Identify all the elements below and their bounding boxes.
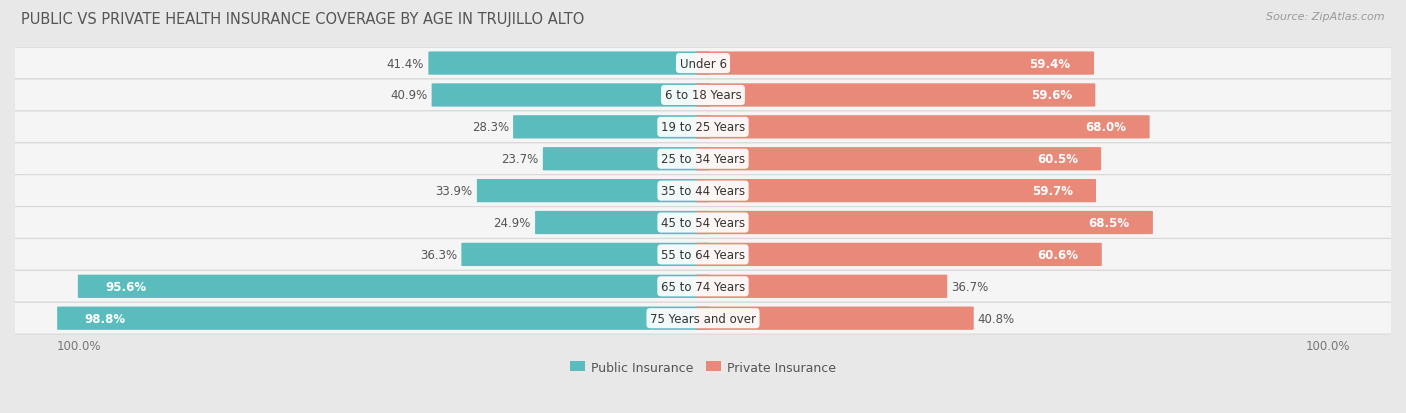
Text: 35 to 44 Years: 35 to 44 Years (661, 185, 745, 198)
Text: 41.4%: 41.4% (387, 57, 425, 70)
FancyBboxPatch shape (0, 143, 1406, 175)
Text: 68.0%: 68.0% (1085, 121, 1126, 134)
FancyBboxPatch shape (696, 180, 1095, 203)
FancyBboxPatch shape (58, 307, 710, 330)
FancyBboxPatch shape (0, 239, 1406, 271)
Text: 28.3%: 28.3% (472, 121, 509, 134)
FancyBboxPatch shape (0, 271, 1406, 302)
FancyBboxPatch shape (0, 175, 1406, 207)
FancyBboxPatch shape (77, 275, 710, 298)
Text: 24.9%: 24.9% (494, 216, 531, 230)
FancyBboxPatch shape (0, 80, 1406, 112)
Text: 95.6%: 95.6% (105, 280, 146, 293)
Text: 33.9%: 33.9% (436, 185, 472, 198)
Text: Under 6: Under 6 (679, 57, 727, 70)
FancyBboxPatch shape (696, 116, 1150, 139)
Text: 36.3%: 36.3% (420, 248, 457, 261)
Text: 75 Years and over: 75 Years and over (650, 312, 756, 325)
FancyBboxPatch shape (432, 84, 710, 107)
Text: Source: ZipAtlas.com: Source: ZipAtlas.com (1267, 12, 1385, 22)
Text: 25 to 34 Years: 25 to 34 Years (661, 153, 745, 166)
FancyBboxPatch shape (696, 275, 948, 298)
FancyBboxPatch shape (477, 180, 710, 203)
Text: 59.4%: 59.4% (1029, 57, 1070, 70)
FancyBboxPatch shape (696, 307, 974, 330)
Text: 68.5%: 68.5% (1088, 216, 1129, 230)
Text: 60.6%: 60.6% (1038, 248, 1078, 261)
Text: 40.9%: 40.9% (391, 89, 427, 102)
Text: 55 to 64 Years: 55 to 64 Years (661, 248, 745, 261)
Text: PUBLIC VS PRIVATE HEALTH INSURANCE COVERAGE BY AGE IN TRUJILLO ALTO: PUBLIC VS PRIVATE HEALTH INSURANCE COVER… (21, 12, 585, 27)
FancyBboxPatch shape (696, 148, 1101, 171)
Text: 59.7%: 59.7% (1032, 185, 1073, 198)
FancyBboxPatch shape (0, 48, 1406, 80)
FancyBboxPatch shape (696, 84, 1095, 107)
Text: 98.8%: 98.8% (84, 312, 125, 325)
Text: 60.5%: 60.5% (1036, 153, 1078, 166)
FancyBboxPatch shape (461, 243, 710, 266)
FancyBboxPatch shape (543, 148, 710, 171)
Text: 36.7%: 36.7% (952, 280, 988, 293)
Text: 45 to 54 Years: 45 to 54 Years (661, 216, 745, 230)
Text: 6 to 18 Years: 6 to 18 Years (665, 89, 741, 102)
FancyBboxPatch shape (696, 52, 1094, 76)
Text: 100.0%: 100.0% (1305, 339, 1350, 352)
FancyBboxPatch shape (0, 112, 1406, 143)
FancyBboxPatch shape (0, 302, 1406, 335)
FancyBboxPatch shape (429, 52, 710, 76)
Text: 65 to 74 Years: 65 to 74 Years (661, 280, 745, 293)
Text: 100.0%: 100.0% (56, 339, 101, 352)
FancyBboxPatch shape (696, 243, 1102, 266)
FancyBboxPatch shape (536, 211, 710, 235)
FancyBboxPatch shape (696, 211, 1153, 235)
FancyBboxPatch shape (0, 207, 1406, 239)
FancyBboxPatch shape (513, 116, 710, 139)
Text: 40.8%: 40.8% (977, 312, 1015, 325)
Text: 23.7%: 23.7% (502, 153, 538, 166)
Text: 19 to 25 Years: 19 to 25 Years (661, 121, 745, 134)
Legend: Public Insurance, Private Insurance: Public Insurance, Private Insurance (569, 361, 837, 374)
Text: 59.6%: 59.6% (1031, 89, 1071, 102)
